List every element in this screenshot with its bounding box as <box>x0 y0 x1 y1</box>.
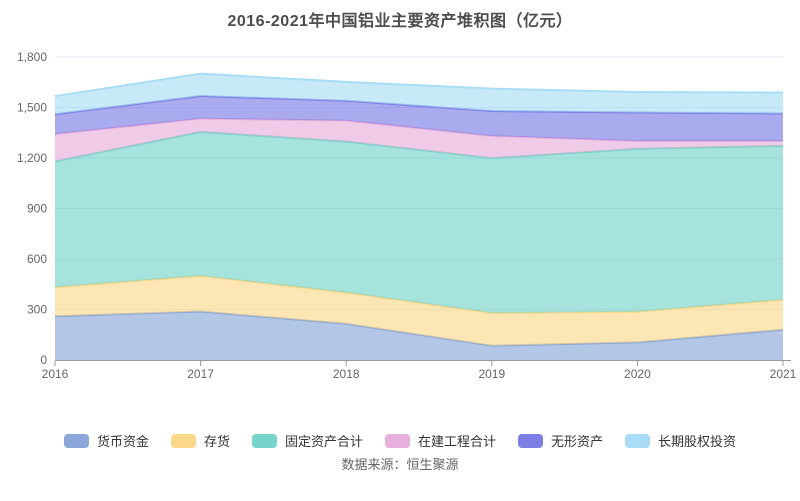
area-band-5 <box>55 73 783 115</box>
legend: 货币资金 存货 固定资产合计 在建工程合计 无形资产 长期股权投资 <box>0 431 800 450</box>
y-axis-label: 1,800 <box>17 50 47 64</box>
legend-item-0[interactable]: 货币资金 <box>63 431 149 450</box>
x-axis-label: 2020 <box>624 367 651 381</box>
area-band-1 <box>55 275 783 346</box>
area-band-4 <box>55 96 783 141</box>
legend-label: 存货 <box>203 434 230 449</box>
legend-item-1[interactable]: 存货 <box>170 431 230 450</box>
legend-label: 长期股权投资 <box>658 434 737 449</box>
legend-item-5[interactable]: 长期股权投资 <box>625 431 736 450</box>
x-axis-label: 2018 <box>333 367 360 381</box>
legend-swatch-icon <box>518 433 544 448</box>
series-line-5 <box>54 72 784 98</box>
legend-item-4[interactable]: 无形资产 <box>518 431 603 450</box>
x-axis-label: 2017 <box>187 367 214 381</box>
y-axis-label: 1,500 <box>17 101 47 115</box>
y-axis-label: 900 <box>27 202 47 216</box>
stacked-area-chart: 2016 2017 2018 2019 2020 2021 0 300 600 900 1,200 1… <box>17 50 797 381</box>
area-band-3 <box>55 118 783 162</box>
legend-label: 在建工程合计 <box>418 434 497 449</box>
legend-label: 无形资产 <box>551 434 604 449</box>
chart-title: 2016-2021年中国铝业主要资产堆积图（亿元） <box>227 13 573 30</box>
legend-swatch-icon <box>170 433 196 448</box>
legend-item-2[interactable]: 固定资产合计 <box>251 431 363 450</box>
legend-label: 固定资产合计 <box>284 434 363 449</box>
x-axis-label: 2021 <box>770 367 797 381</box>
data-source: 数据来源：恒生聚源 <box>341 457 459 472</box>
legend-swatch-icon <box>625 433 651 448</box>
area-band-2 <box>55 131 783 314</box>
y-axis-label: 300 <box>27 303 47 317</box>
y-axis-label: 0 <box>40 353 47 367</box>
legend-swatch-icon <box>63 433 89 448</box>
legend-swatch-icon <box>385 433 410 448</box>
legend-label: 货币资金 <box>96 434 149 449</box>
legend-item-3[interactable]: 在建工程合计 <box>385 431 496 450</box>
y-axis-label: 600 <box>27 252 47 266</box>
legend-swatch-icon <box>251 433 277 448</box>
x-axis-label: 2019 <box>478 367 505 381</box>
x-axis-label: 2016 <box>42 367 69 381</box>
y-axis-label: 1,200 <box>17 151 47 165</box>
